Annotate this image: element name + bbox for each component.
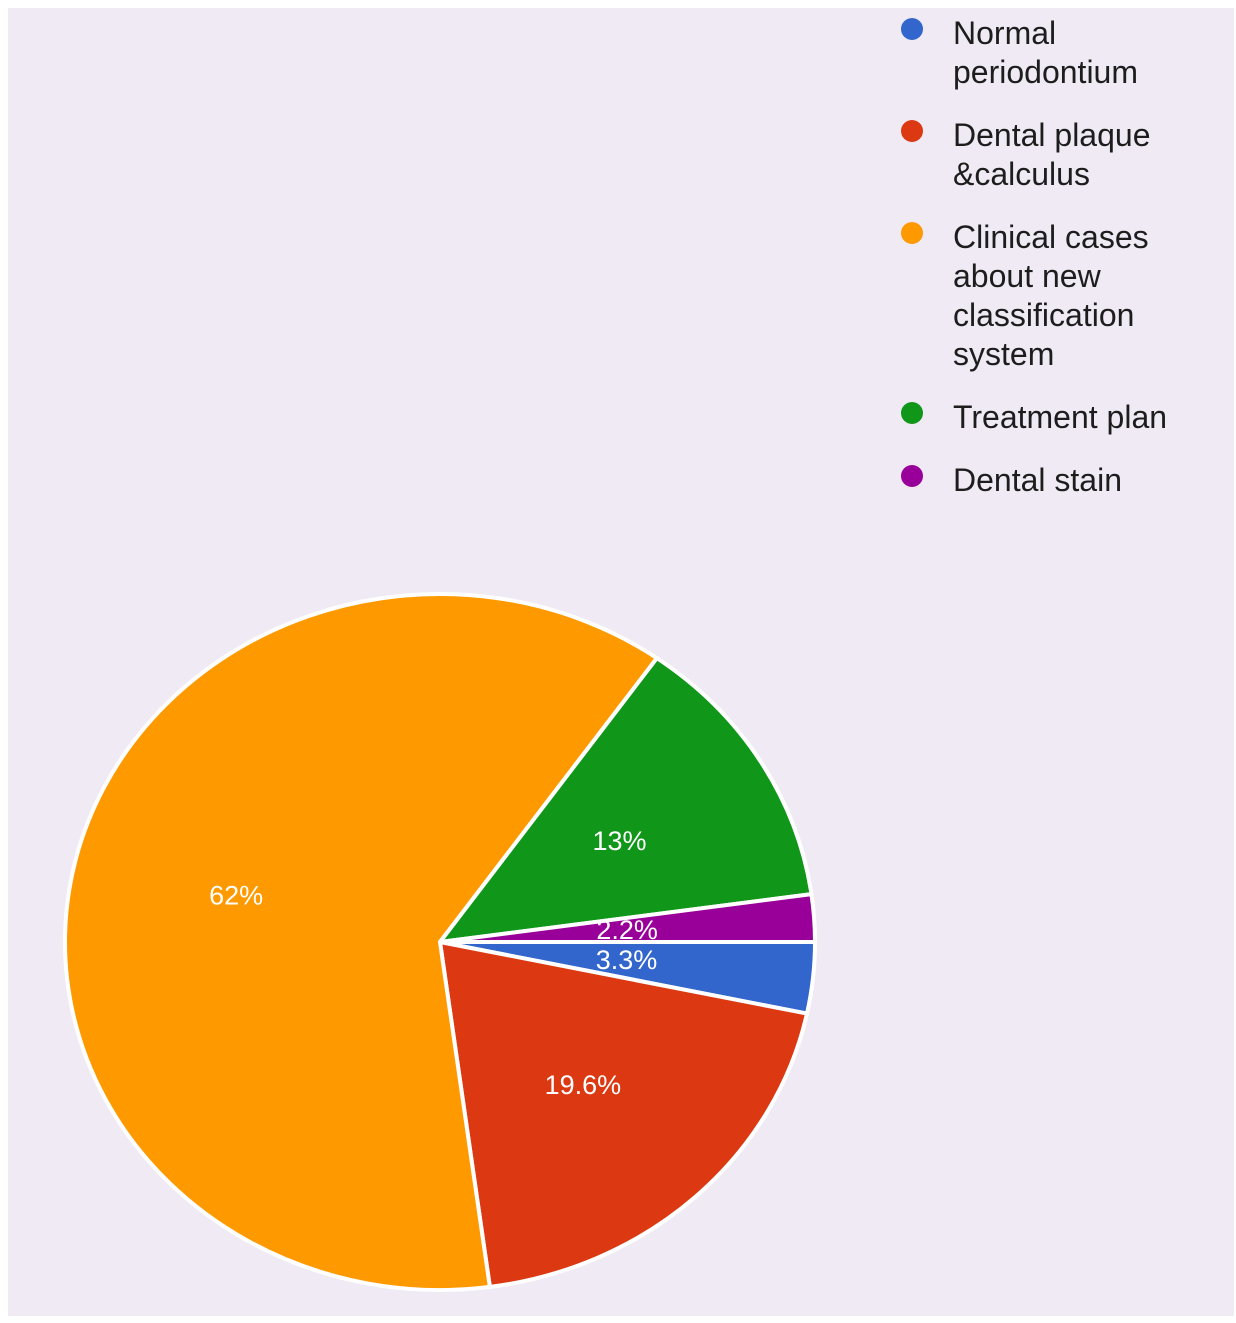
legend-item-dental-plaque[interactable]: Dental plaque &calculus <box>893 116 1223 194</box>
legend-label: Dental plaque &calculus <box>953 117 1151 192</box>
legend-label: Clinical cases about new classification … <box>953 219 1149 372</box>
legend-item-dental-stain[interactable]: Dental stain <box>893 461 1223 500</box>
legend-label: Dental stain <box>953 462 1122 498</box>
legend-dot <box>901 222 923 244</box>
legend-label: Treatment plan <box>953 399 1168 435</box>
slice-label: 62% <box>209 880 263 910</box>
chart-panel: 3.3% 19.6% 62% 13% 2.2% Normal periodontium … <box>8 8 1234 1316</box>
legend-dot <box>901 465 923 487</box>
legend: Normal periodontium Dental plaque &calcu… <box>893 14 1223 524</box>
pie-slice-clinical-cases-about-new-classification-system[interactable] <box>63 592 659 1292</box>
legend-item-normal-periodontium[interactable]: Normal periodontium <box>893 14 1223 92</box>
pie-slice-treatment-plan[interactable] <box>438 656 814 944</box>
slice-label: 13% <box>592 826 646 856</box>
legend-item-treatment-plan[interactable]: Treatment plan <box>893 398 1223 437</box>
slice-label: 3.3% <box>596 945 658 975</box>
legend-dot <box>901 18 923 40</box>
pie-slice-dental-stain[interactable] <box>438 892 817 944</box>
slice-label: 2.2% <box>596 915 658 945</box>
legend-item-clinical-cases[interactable]: Clinical cases about new classification … <box>893 218 1223 374</box>
legend-dot <box>901 120 923 142</box>
pie-slice-dental-plaque-calculus[interactable] <box>438 940 809 1289</box>
legend-label: Normal periodontium <box>953 15 1138 90</box>
legend-dot <box>901 402 923 424</box>
pie-chart: 3.3% 19.6% 62% 13% 2.2% <box>63 592 817 1292</box>
slice-label: 19.6% <box>545 1070 622 1100</box>
